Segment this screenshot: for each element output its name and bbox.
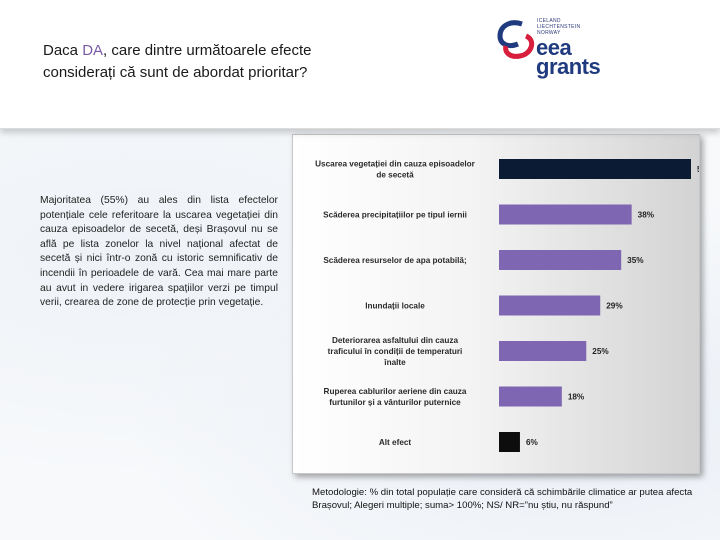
logo-main-text: eea grants xyxy=(536,35,601,79)
value-label-7: 6% xyxy=(526,438,539,447)
bar-7 xyxy=(499,432,520,452)
bar-4 xyxy=(499,295,601,316)
value-label-2: 38% xyxy=(638,211,655,220)
category-label-1: Uscarea vegetației din cauza episoadelor… xyxy=(315,160,476,180)
eea-grants-logo: ICELAND LIECHTENSTEIN NORWAY eea grants xyxy=(496,14,616,84)
value-label-6: 18% xyxy=(568,393,585,402)
bar-chart: 55% Uscarea vegetației din cauza episoade… xyxy=(315,159,699,452)
page-title: Daca DA, care dintre următoarele efecte … xyxy=(43,40,373,84)
bar-2 xyxy=(499,204,632,225)
category-label-4: Inundații locale xyxy=(365,302,425,311)
category-label-6: Ruperea cablurilor aeriene din cauza furt… xyxy=(324,387,467,407)
logo-line-iceland: ICELAND xyxy=(537,18,561,24)
logo-word-eea: eea xyxy=(536,35,572,60)
bar-chart-panel: 55% Uscarea vegetației din cauza episoade… xyxy=(292,134,700,474)
logo-word-grants: grants xyxy=(536,54,601,79)
title-text-start: Daca xyxy=(43,42,83,59)
header: Daca DA, care dintre următoarele efecte … xyxy=(0,0,720,129)
category-label-2: Scăderea precipitațiilor pe tipul iernii xyxy=(323,211,467,220)
title-highlight: DA xyxy=(82,42,104,59)
category-label-3: Scăderea resurselor de apa potabilă; xyxy=(323,256,466,265)
logo-line-norway: NORWAY xyxy=(537,30,561,36)
eea-grants-logo-icon xyxy=(497,20,535,59)
bar-5 xyxy=(499,341,587,361)
title-text-end: , care dintre următoarele efecte conside… xyxy=(43,42,312,81)
category-label-7: Alt efect xyxy=(379,438,412,447)
value-label-5: 25% xyxy=(592,347,609,356)
bar-3 xyxy=(499,250,622,270)
bar-1 xyxy=(499,159,691,179)
summary-text: Majoritatea (55%) au ales din lista efec… xyxy=(40,195,278,309)
logo-small-text: ICELAND LIECHTENSTEIN NORWAY xyxy=(537,18,597,36)
value-label-3: 35% xyxy=(627,256,644,265)
methodology-note: Metodologie: % din total populație care … xyxy=(312,487,693,511)
bar-6 xyxy=(499,386,562,407)
value-label-1: 55% xyxy=(697,165,699,174)
logo-line-liechtenstein: LIECHTENSTEIN xyxy=(537,24,581,30)
value-label-4: 29% xyxy=(606,302,623,311)
category-label-5: Deteriorarea asfaltului din cauza traficu… xyxy=(328,336,463,367)
